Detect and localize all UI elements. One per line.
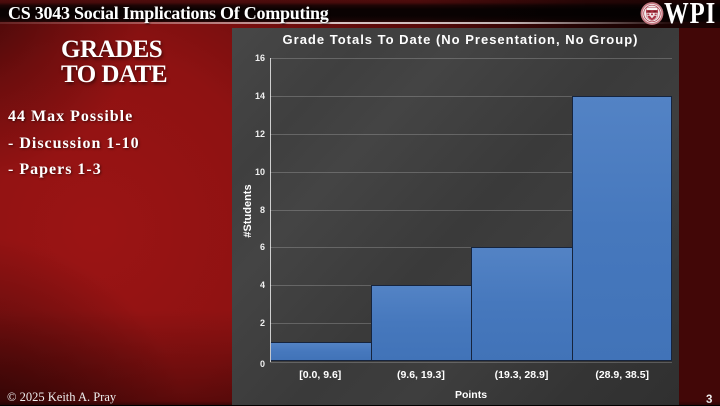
- svg-text:WPI: WPI: [664, 0, 716, 28]
